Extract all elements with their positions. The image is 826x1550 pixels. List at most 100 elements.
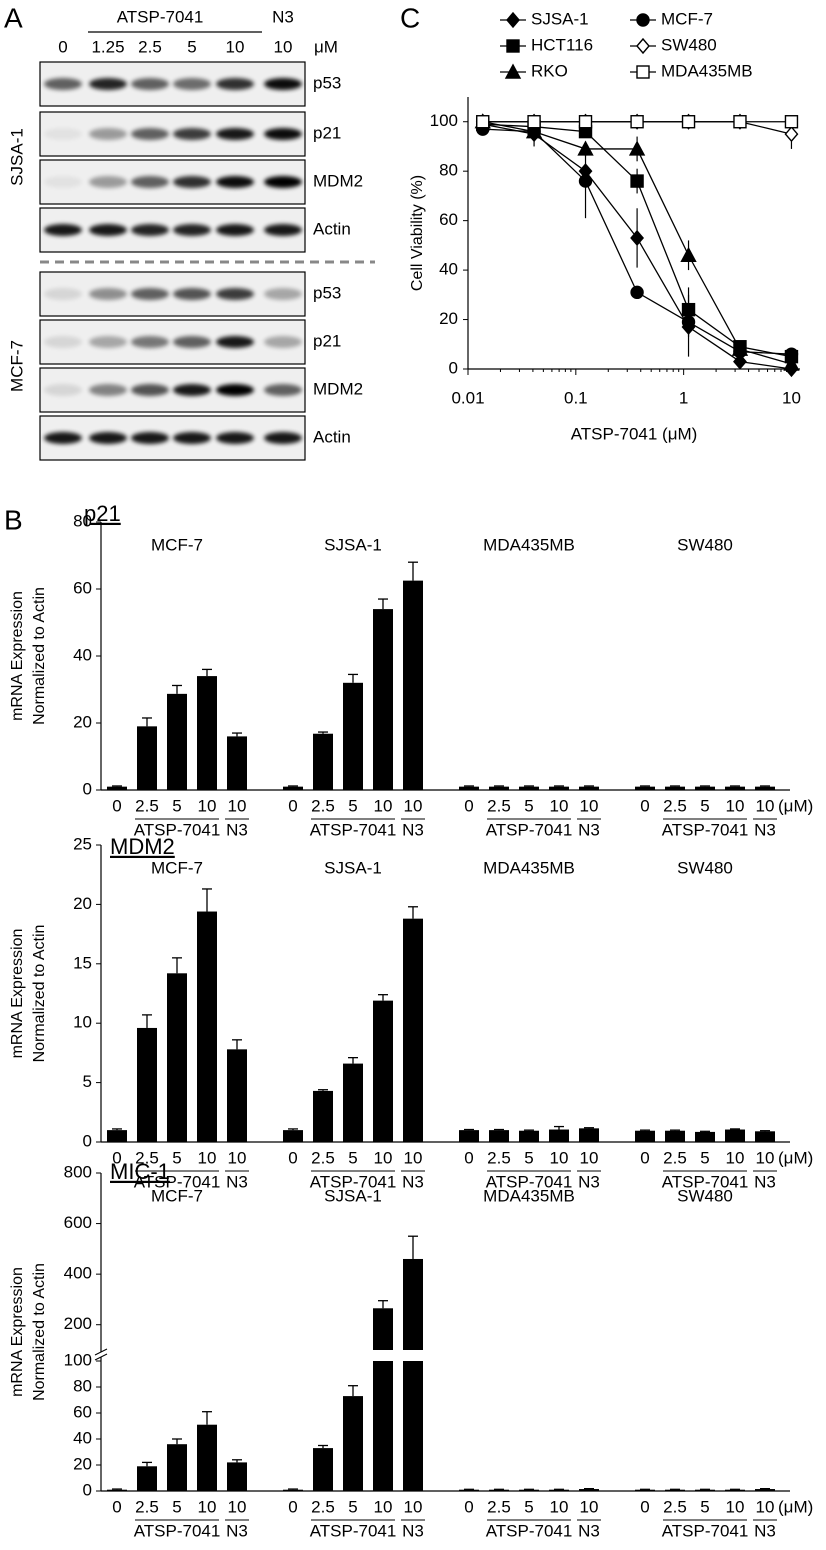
bar bbox=[403, 1258, 423, 1350]
bar bbox=[459, 1489, 479, 1491]
band-label: p21 bbox=[313, 331, 341, 350]
bar bbox=[373, 1308, 393, 1350]
bar bbox=[725, 1129, 745, 1142]
bar bbox=[373, 1361, 393, 1491]
bar bbox=[167, 1444, 187, 1491]
group-label: SJSA-1 bbox=[324, 1186, 382, 1205]
x-tick-label: 10 bbox=[404, 796, 423, 815]
blot-row bbox=[39, 367, 306, 413]
lane-label: 2.5 bbox=[138, 37, 162, 56]
bar bbox=[343, 1396, 363, 1491]
x-tick-label: 5 bbox=[348, 796, 357, 815]
band bbox=[131, 336, 169, 348]
y-tick-label: 60 bbox=[439, 210, 458, 229]
bar bbox=[459, 786, 479, 790]
bar bbox=[695, 1131, 715, 1142]
bar bbox=[519, 786, 539, 790]
control-label: N3 bbox=[754, 1521, 776, 1540]
bar bbox=[373, 1000, 393, 1142]
x-tick-label: 10 bbox=[756, 1497, 775, 1516]
x-tick-label: 2.5 bbox=[663, 796, 687, 815]
x-tick-label: 10 bbox=[198, 796, 217, 815]
group-label: MCF-7 bbox=[151, 535, 203, 554]
x-tick-label: 5 bbox=[172, 796, 181, 815]
bar bbox=[665, 1489, 685, 1491]
band bbox=[173, 78, 211, 90]
band-label: MDM2 bbox=[313, 379, 363, 398]
blot-row bbox=[39, 61, 306, 107]
bar bbox=[107, 786, 127, 790]
bar bbox=[137, 1466, 157, 1491]
y-tick-label: 20 bbox=[73, 1454, 92, 1473]
marker bbox=[680, 246, 697, 262]
x-tick-label: 5 bbox=[348, 1148, 357, 1167]
y-tick-label: 400 bbox=[64, 1264, 92, 1283]
marker bbox=[636, 13, 650, 27]
marker bbox=[630, 115, 644, 129]
band bbox=[89, 78, 127, 90]
band bbox=[216, 176, 254, 188]
x-tick-label: 10 bbox=[550, 796, 569, 815]
unit-label: (μM) bbox=[778, 796, 813, 815]
x-tick-label: 2.5 bbox=[487, 1148, 511, 1167]
band-label: p21 bbox=[313, 123, 341, 142]
y-tick-label: 0 bbox=[83, 1131, 92, 1150]
marker bbox=[733, 115, 747, 129]
y-tick-label: 0 bbox=[449, 358, 458, 377]
bar bbox=[665, 786, 685, 790]
band bbox=[131, 288, 169, 300]
bar bbox=[197, 911, 217, 1142]
y-tick-label: 40 bbox=[439, 260, 458, 279]
unit-label: μM bbox=[314, 37, 338, 56]
band bbox=[264, 432, 302, 444]
unit-label: (μM) bbox=[778, 1148, 813, 1167]
y-tick-label: 20 bbox=[73, 712, 92, 731]
x-tick-label: 10 bbox=[228, 1497, 247, 1516]
bar bbox=[725, 786, 745, 790]
group-label: MDA435MB bbox=[483, 535, 575, 554]
x-tick-label: 10 bbox=[404, 1497, 423, 1516]
treatment-label: ATSP-7041 bbox=[134, 820, 221, 839]
x-tick-label: 5 bbox=[172, 1497, 181, 1516]
bar bbox=[343, 1063, 363, 1142]
x-tick-label: 10 bbox=[550, 1497, 569, 1516]
group-label: SW480 bbox=[677, 535, 733, 554]
y-axis-label: mRNA Expression bbox=[9, 591, 26, 721]
group-label: SW480 bbox=[677, 858, 733, 877]
y-axis-label: mRNA Expression bbox=[9, 929, 26, 1059]
x-tick-label: 0.01 bbox=[451, 388, 484, 407]
treatment-label: ATSP-7041 bbox=[117, 7, 204, 26]
x-tick-label: 10 bbox=[580, 1497, 599, 1516]
y-tick-label: 40 bbox=[73, 645, 92, 664]
bar bbox=[343, 682, 363, 790]
treatment-label: ATSP-7041 bbox=[486, 1172, 573, 1191]
x-tick-label: 0 bbox=[464, 796, 473, 815]
x-tick-label: 5 bbox=[348, 1497, 357, 1516]
band bbox=[216, 128, 254, 140]
bar bbox=[459, 1130, 479, 1142]
marker bbox=[628, 140, 646, 156]
marker bbox=[630, 285, 644, 300]
bar bbox=[695, 786, 715, 790]
x-tick-label: 2.5 bbox=[135, 1497, 159, 1516]
band bbox=[264, 384, 302, 396]
treatment-label: ATSP-7041 bbox=[310, 820, 397, 839]
x-tick-label: 0 bbox=[288, 796, 297, 815]
band bbox=[216, 78, 254, 90]
bar bbox=[313, 1448, 333, 1491]
x-tick-label: 0 bbox=[464, 1497, 473, 1516]
bar bbox=[549, 1129, 569, 1142]
x-tick-label: 10 bbox=[550, 1148, 569, 1167]
x-tick-label: 10 bbox=[580, 796, 599, 815]
band bbox=[264, 176, 302, 188]
y-tick-label: 200 bbox=[64, 1314, 92, 1333]
bar bbox=[313, 733, 333, 790]
chart-title: MDM2 bbox=[110, 834, 175, 859]
bar bbox=[227, 1462, 247, 1491]
bar bbox=[755, 1489, 775, 1491]
treatment-label: ATSP-7041 bbox=[662, 1172, 749, 1191]
blot-row bbox=[39, 319, 306, 365]
y-tick-label: 5 bbox=[83, 1072, 92, 1091]
marker bbox=[630, 174, 644, 188]
